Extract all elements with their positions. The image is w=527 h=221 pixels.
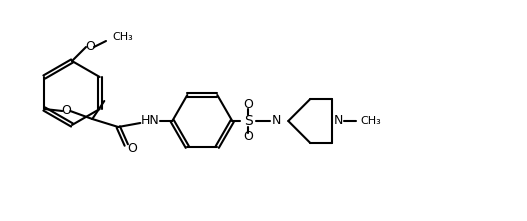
Text: HN: HN — [141, 114, 160, 128]
Text: N: N — [271, 114, 281, 128]
Text: O: O — [128, 143, 137, 156]
Text: CH₃: CH₃ — [360, 116, 381, 126]
Text: O: O — [61, 105, 71, 118]
Text: N: N — [334, 114, 343, 128]
Text: S: S — [244, 114, 252, 128]
Text: O: O — [243, 130, 253, 143]
Text: CH₃: CH₃ — [112, 32, 133, 42]
Text: O: O — [85, 40, 95, 53]
Text: O: O — [243, 99, 253, 112]
